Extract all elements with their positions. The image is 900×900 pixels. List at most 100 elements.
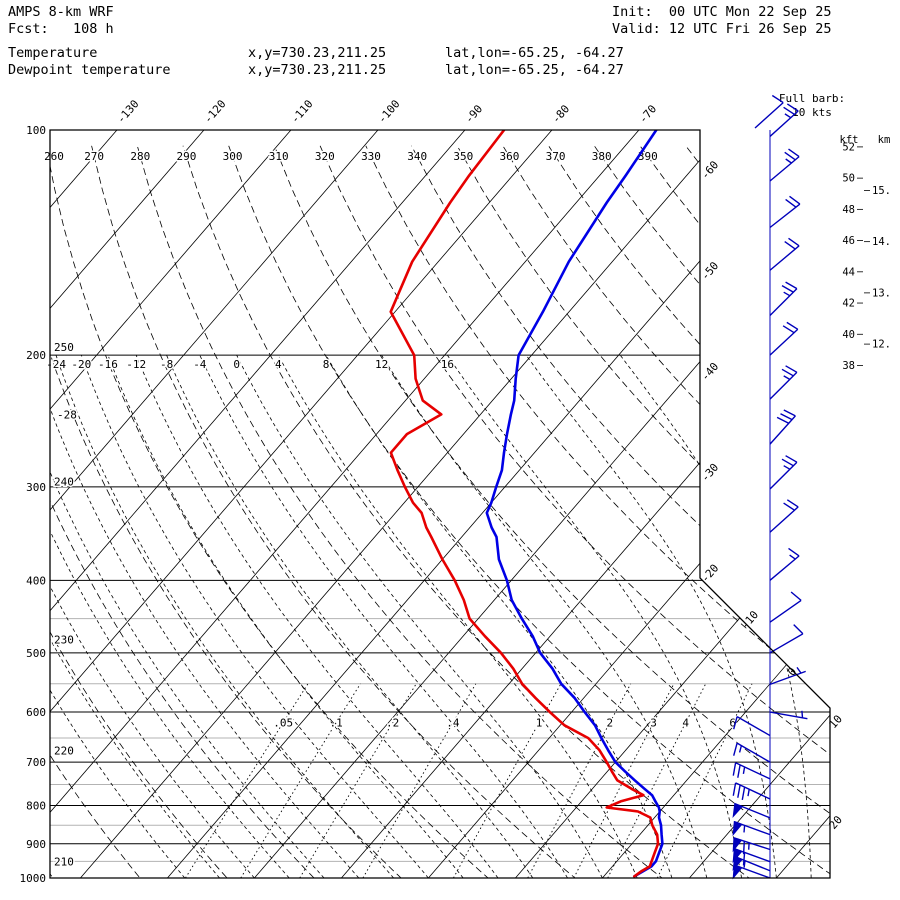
- svg-text:320: 320: [315, 150, 335, 163]
- pressure-minor-gridlines: [50, 618, 830, 862]
- svg-text:800: 800: [26, 800, 46, 813]
- svg-text:380: 380: [592, 150, 612, 163]
- svg-text:42: 42: [842, 298, 855, 310]
- svg-text:.2: .2: [386, 717, 399, 730]
- svg-text:100: 100: [26, 124, 46, 137]
- svg-text:10: 10: [826, 713, 845, 732]
- barb-legend-line2: 10 kts: [792, 106, 832, 119]
- svg-text:6: 6: [729, 717, 736, 730]
- svg-text:500: 500: [26, 647, 46, 660]
- svg-text:-12: -12: [126, 358, 146, 371]
- svg-text:-70: -70: [636, 102, 659, 126]
- svg-text:15.: 15.: [872, 185, 891, 197]
- dewpoint-grid-point: x,y=730.23,211.25: [248, 62, 386, 78]
- svg-text:-90: -90: [462, 102, 485, 126]
- svg-text:4: 4: [682, 717, 689, 730]
- svg-text:2: 2: [606, 717, 613, 730]
- plot-area: [50, 130, 830, 878]
- svg-text:-110: -110: [288, 97, 315, 126]
- dewpoint-trace: [389, 130, 660, 878]
- plot-border: [49, 129, 831, 879]
- svg-text:700: 700: [26, 756, 46, 769]
- dewpoint-legend-label: Dewpoint temperature: [8, 62, 171, 78]
- svg-text:40: 40: [842, 329, 855, 341]
- skewt-plot: .05.1.2.4 1 2 3 4 6-28-24 -20 -16 -12 -8 -4 0 4 8 12 16…: [20, 94, 891, 885]
- wind-barb-column: [732, 94, 808, 880]
- valid-time: Valid: 12 UTC Fri 26 Sep 25: [612, 21, 831, 37]
- svg-text:280: 280: [130, 150, 150, 163]
- svg-text:-130: -130: [114, 97, 141, 126]
- grid-labels: .05.1.2.4 1 2 3 4 6-28-24 -20 -16 -12 -8 -4 0 4 8 12 16…: [20, 97, 845, 885]
- svg-text:-8: -8: [160, 358, 173, 371]
- init-time: Init: 00 UTC Mon 22 Sep 25: [612, 4, 831, 20]
- svg-text:-30: -30: [698, 461, 721, 485]
- svg-text:-100: -100: [375, 97, 402, 126]
- kft-axis-label: kft: [840, 134, 859, 146]
- svg-text:4: 4: [275, 358, 282, 371]
- svg-text:290: 290: [176, 150, 196, 163]
- temperature-grid-point: x,y=730.23,211.25: [248, 45, 386, 61]
- svg-text:300: 300: [26, 481, 46, 494]
- svg-text:330: 330: [361, 150, 381, 163]
- svg-text:.05: .05: [273, 717, 293, 730]
- forecast-hour: Fcst: 108 h: [8, 21, 114, 37]
- svg-text:-120: -120: [201, 97, 228, 126]
- svg-text:13.: 13.: [872, 287, 891, 299]
- svg-text:16: 16: [441, 358, 454, 371]
- svg-text:-16: -16: [98, 358, 118, 371]
- svg-text:3: 3: [650, 717, 657, 730]
- svg-text:-4: -4: [193, 358, 207, 371]
- svg-text:270: 270: [84, 150, 104, 163]
- svg-text:-50: -50: [698, 259, 721, 283]
- svg-text:-60: -60: [698, 158, 721, 182]
- barb-legend: Full barb: 10 kts: [779, 92, 845, 119]
- svg-text:250: 250: [54, 341, 74, 354]
- svg-text:0: 0: [233, 358, 240, 371]
- svg-text:340: 340: [407, 150, 427, 163]
- svg-text:20: 20: [826, 813, 845, 832]
- temperature-latlon: lat,lon=-65.25, -64.27: [445, 45, 624, 61]
- svg-text:210: 210: [54, 855, 74, 868]
- dewpoint-latlon: lat,lon=-65.25, -64.27: [445, 62, 624, 78]
- svg-text:200: 200: [26, 349, 46, 362]
- km-axis-label: km: [878, 134, 891, 146]
- isotherms: [50, 130, 830, 878]
- svg-text:230: 230: [54, 634, 74, 647]
- svg-text:240: 240: [54, 475, 74, 488]
- pressure-gridlines: [50, 130, 830, 878]
- svg-text:300: 300: [223, 150, 243, 163]
- svg-text:1000: 1000: [20, 872, 47, 885]
- svg-text:350: 350: [453, 150, 473, 163]
- temperature-legend-label: Temperature: [8, 45, 97, 61]
- svg-text:370: 370: [546, 150, 566, 163]
- svg-text:38: 38: [842, 360, 855, 372]
- svg-text:-20: -20: [71, 358, 91, 371]
- svg-text:46: 46: [842, 235, 855, 247]
- svg-text:12.: 12.: [872, 339, 891, 351]
- svg-text:-28: -28: [57, 408, 77, 421]
- header-block: AMPS 8-km WRF Fcst: 108 h Init: 00 UTC M…: [8, 4, 831, 78]
- barb-legend-line1: Full barb:: [779, 92, 845, 105]
- svg-text:50: 50: [842, 173, 855, 185]
- svg-text:8: 8: [323, 358, 330, 371]
- sounding-curves: [389, 130, 664, 878]
- svg-text:52: 52: [842, 141, 855, 153]
- svg-text:12: 12: [375, 358, 388, 371]
- svg-text:360: 360: [499, 150, 519, 163]
- dry-adiabats: [50, 145, 830, 878]
- svg-text:900: 900: [26, 838, 46, 851]
- svg-text:220: 220: [54, 744, 74, 757]
- svg-text:-40: -40: [698, 360, 721, 384]
- height-scale: 38 40 42 44 46 48 50 52 12. 13. 14. 15.: [842, 141, 891, 372]
- svg-text:260: 260: [44, 150, 64, 163]
- svg-text:48: 48: [842, 204, 855, 216]
- svg-text:1: 1: [536, 717, 543, 730]
- svg-text:.1: .1: [330, 717, 343, 730]
- temperature-trace: [485, 130, 664, 878]
- height-scale-headers: kft km: [840, 134, 891, 146]
- svg-text:14.: 14.: [872, 236, 891, 248]
- svg-text:44: 44: [842, 266, 855, 278]
- svg-text:.4: .4: [446, 717, 460, 730]
